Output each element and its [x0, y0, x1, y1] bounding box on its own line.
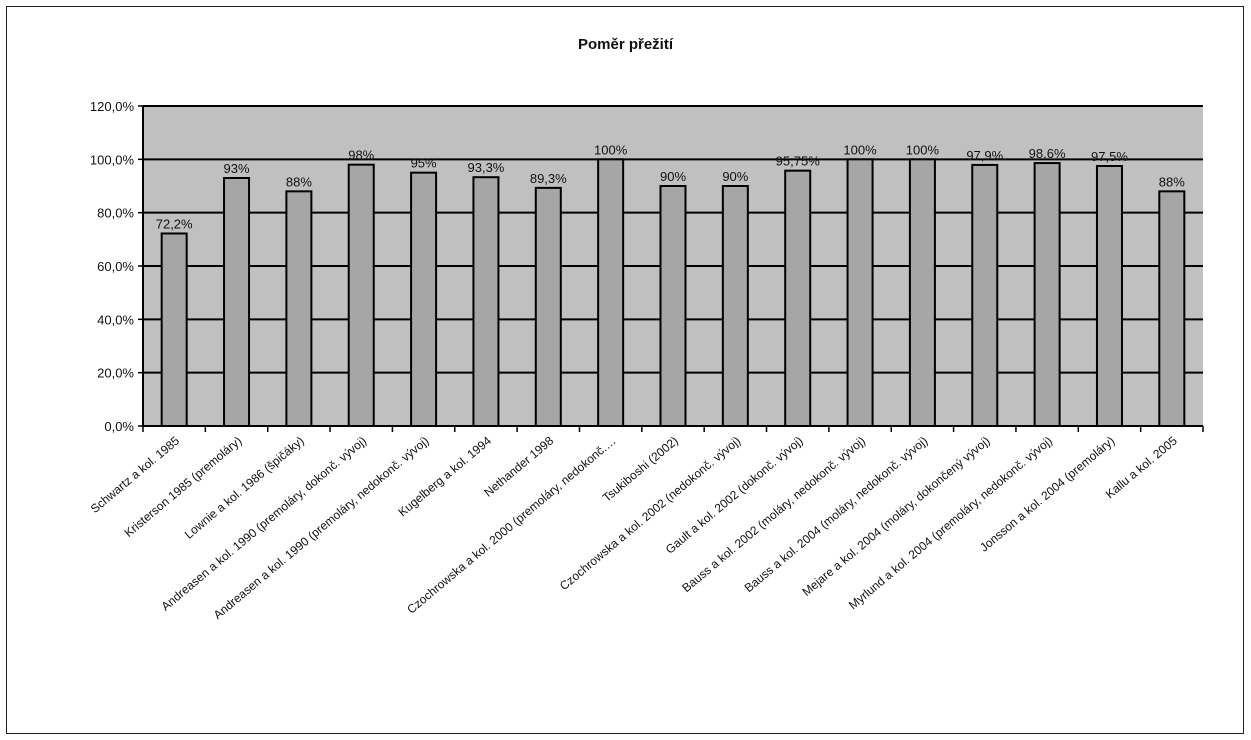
- data-label: 95,75%: [776, 154, 821, 169]
- category-label: Lownie a kol. 1986 (špičáky): [182, 434, 307, 542]
- bar: [784, 169, 812, 427]
- bar: [908, 158, 936, 427]
- y-tick-label: 80,0%: [97, 206, 134, 221]
- y-tick-label: 0,0%: [104, 419, 134, 434]
- data-label: 88%: [286, 174, 312, 189]
- bar: [721, 185, 749, 427]
- bar: [1095, 165, 1123, 427]
- bar: [534, 186, 562, 427]
- bar: [410, 171, 438, 427]
- category-label: Andreasen a kol. 1990 (premoláry, nedoko…: [211, 434, 432, 623]
- data-label: 89,3%: [530, 171, 567, 186]
- data-label: 88%: [1159, 174, 1185, 189]
- bar: [160, 232, 188, 427]
- bar: [971, 163, 999, 428]
- data-label: 98,6%: [1029, 146, 1066, 161]
- category-label: Czochrowska a kol. 2000 (premoláry, nedo…: [404, 434, 618, 617]
- chart-title: Poměr přežití: [577, 36, 674, 53]
- data-label: 100%: [906, 142, 940, 157]
- data-label: 98%: [348, 148, 374, 163]
- bar: [597, 158, 625, 427]
- data-label: 100%: [594, 142, 628, 157]
- bar: [285, 190, 313, 427]
- bar: [1158, 190, 1186, 427]
- data-label: 90%: [660, 169, 686, 184]
- data-label: 97,5%: [1091, 149, 1128, 164]
- data-label: 93%: [224, 161, 250, 176]
- bar: [659, 185, 687, 427]
- data-label: 97,9%: [966, 148, 1003, 163]
- data-label: 90%: [722, 169, 748, 184]
- y-tick-label: 20,0%: [97, 366, 134, 381]
- y-tick-label: 60,0%: [97, 259, 134, 274]
- data-label: 93,3%: [468, 160, 505, 175]
- data-label: 72,2%: [156, 216, 193, 231]
- bar: [1033, 162, 1061, 427]
- category-label: Kristerson 1985 (premoláry): [122, 434, 245, 540]
- bar: [846, 158, 874, 427]
- y-tick-label: 120,0%: [90, 99, 135, 114]
- y-tick-label: 40,0%: [97, 312, 134, 327]
- data-label: 100%: [843, 142, 877, 157]
- category-label: Jonsson a kol. 2004 (premoláry): [977, 434, 1117, 555]
- data-label: 95%: [411, 156, 437, 171]
- y-tick-label: 100,0%: [90, 152, 135, 167]
- bar: [347, 163, 375, 428]
- bar: [472, 176, 500, 427]
- bar: [223, 177, 251, 427]
